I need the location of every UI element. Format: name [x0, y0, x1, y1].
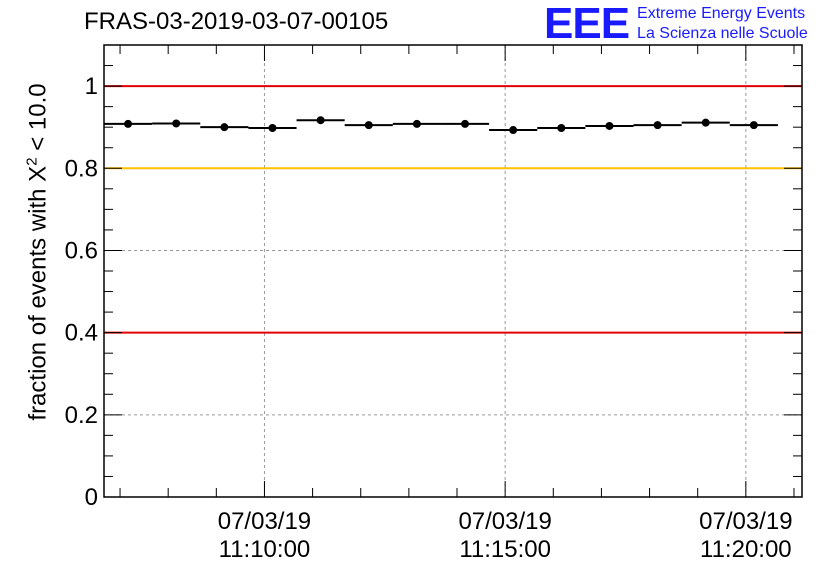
data-point [124, 119, 133, 128]
eee-logo: EEE Extreme Energy Events La Scienza nel… [544, 2, 808, 46]
y-tick-label: 0.8 [65, 155, 98, 182]
y-tick-label: 0.6 [65, 237, 98, 264]
data-point [749, 121, 758, 130]
data-point [701, 118, 710, 127]
data-point [364, 121, 373, 130]
y-tick-label: 0 [85, 484, 98, 511]
data-point [316, 116, 325, 125]
data-point [412, 119, 421, 128]
y-tick-label: 1 [85, 73, 98, 100]
data-point [268, 124, 277, 133]
chart-title: FRAS-03-2019-03-07-00105 [84, 8, 389, 35]
data-point [509, 126, 518, 135]
x-tick-date-label: 07/03/19 [458, 508, 551, 535]
y-tick-label: 0.4 [65, 320, 98, 347]
data-point [172, 119, 181, 128]
data-point [605, 121, 614, 130]
logo-line-1: Extreme Energy Events [637, 5, 806, 22]
data-point [653, 121, 662, 130]
eee-logo-mark: EEE [544, 0, 630, 48]
x-tick-date-label: 07/03/19 [699, 508, 792, 535]
data-point [557, 124, 566, 133]
x-tick-time-label: 11:20:00 [700, 536, 792, 563]
eee-logo-text: Extreme Energy Events La Scienza nelle S… [637, 4, 808, 44]
y-tick-label: 0.2 [65, 402, 98, 429]
data-point [461, 119, 470, 128]
x-tick-time-label: 11:10:00 [219, 536, 311, 563]
logo-line-2: La Scienza nelle Scuole [637, 25, 808, 42]
plot-frame [103, 44, 803, 498]
x-tick-date-label: 07/03/19 [218, 508, 311, 535]
x-tick-time-label: 11:15:00 [459, 536, 551, 563]
data-point [220, 123, 229, 132]
